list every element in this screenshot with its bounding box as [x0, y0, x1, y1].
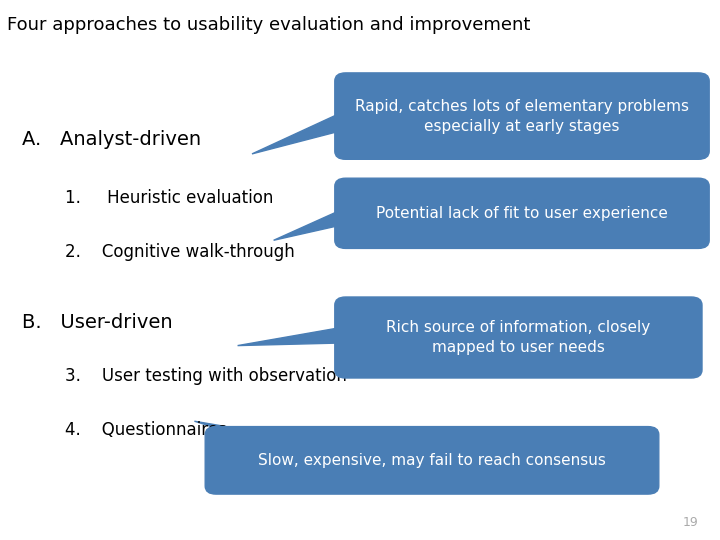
Polygon shape [194, 421, 274, 435]
Text: 2.    Cognitive walk-through: 2. Cognitive walk-through [65, 243, 294, 261]
Text: 19: 19 [683, 516, 698, 529]
Polygon shape [238, 327, 346, 346]
Text: 4.    Questionnaires: 4. Questionnaires [65, 421, 227, 439]
Text: Rich source of information, closely
mapped to user needs: Rich source of information, closely mapp… [386, 320, 651, 355]
Polygon shape [274, 208, 346, 240]
Text: Slow, expensive, may fail to reach consensus: Slow, expensive, may fail to reach conse… [258, 453, 606, 468]
FancyBboxPatch shape [335, 73, 709, 159]
Polygon shape [252, 111, 346, 154]
Text: Four approaches to usability evaluation and improvement: Four approaches to usability evaluation … [7, 16, 531, 34]
Text: Rapid, catches lots of elementary problems
especially at early stages: Rapid, catches lots of elementary proble… [355, 99, 689, 133]
FancyBboxPatch shape [335, 178, 709, 248]
Text: B.   User-driven: B. User-driven [22, 313, 172, 332]
Text: 3.    User testing with observation: 3. User testing with observation [65, 367, 346, 385]
FancyBboxPatch shape [205, 427, 659, 494]
Text: Potential lack of fit to user experience: Potential lack of fit to user experience [376, 206, 668, 221]
Text: A.   Analyst-driven: A. Analyst-driven [22, 130, 201, 148]
FancyBboxPatch shape [335, 297, 702, 378]
Text: 1.     Heuristic evaluation: 1. Heuristic evaluation [65, 189, 273, 207]
